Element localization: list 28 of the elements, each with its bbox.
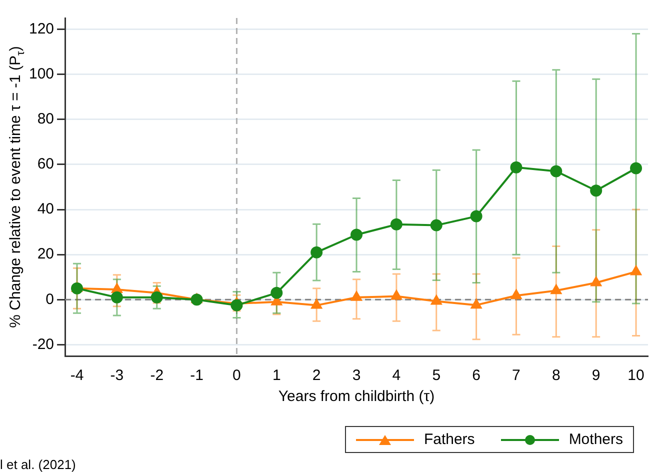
- y-tick-label: 20: [37, 246, 54, 263]
- x-tick-label: 4: [392, 367, 401, 384]
- x-tick-label: 7: [512, 367, 520, 384]
- y-tick-label: 0: [46, 290, 54, 308]
- y-tick-label: 100: [28, 65, 54, 82]
- x-axis-title: Years from childbirth (τ): [278, 388, 435, 406]
- y-tick-label: 120: [28, 20, 54, 38]
- x-tick-label: -3: [110, 367, 124, 384]
- legend-label: Mothers: [568, 431, 623, 448]
- x-tick-label: 5: [432, 367, 441, 384]
- text: l et al. (2021): [0, 457, 76, 472]
- x-tick-label: 10: [628, 367, 644, 384]
- x-tick-label: -2: [150, 367, 164, 384]
- y-tick-label: 40: [37, 200, 54, 218]
- x-tick-label: 3: [352, 367, 361, 384]
- y-tick-label: 80: [37, 110, 54, 128]
- x-tick-label: 9: [592, 367, 600, 384]
- y-tick-label: 60: [37, 156, 54, 173]
- y-axis-title: % Change relative to event time τ = -1 (Pτ): [7, 46, 27, 328]
- x-tick-label: 1: [272, 367, 281, 384]
- x-tick-label: -1: [190, 367, 204, 384]
- y-tick-label: -20: [32, 336, 54, 353]
- x-tick-label: -4: [70, 367, 84, 384]
- legend-label: Fathers: [424, 431, 475, 448]
- x-tick-label: 0: [232, 367, 241, 384]
- x-tick-label: 6: [472, 367, 480, 384]
- x-tick-label: 8: [552, 367, 560, 384]
- x-tick-label: 2: [312, 367, 321, 384]
